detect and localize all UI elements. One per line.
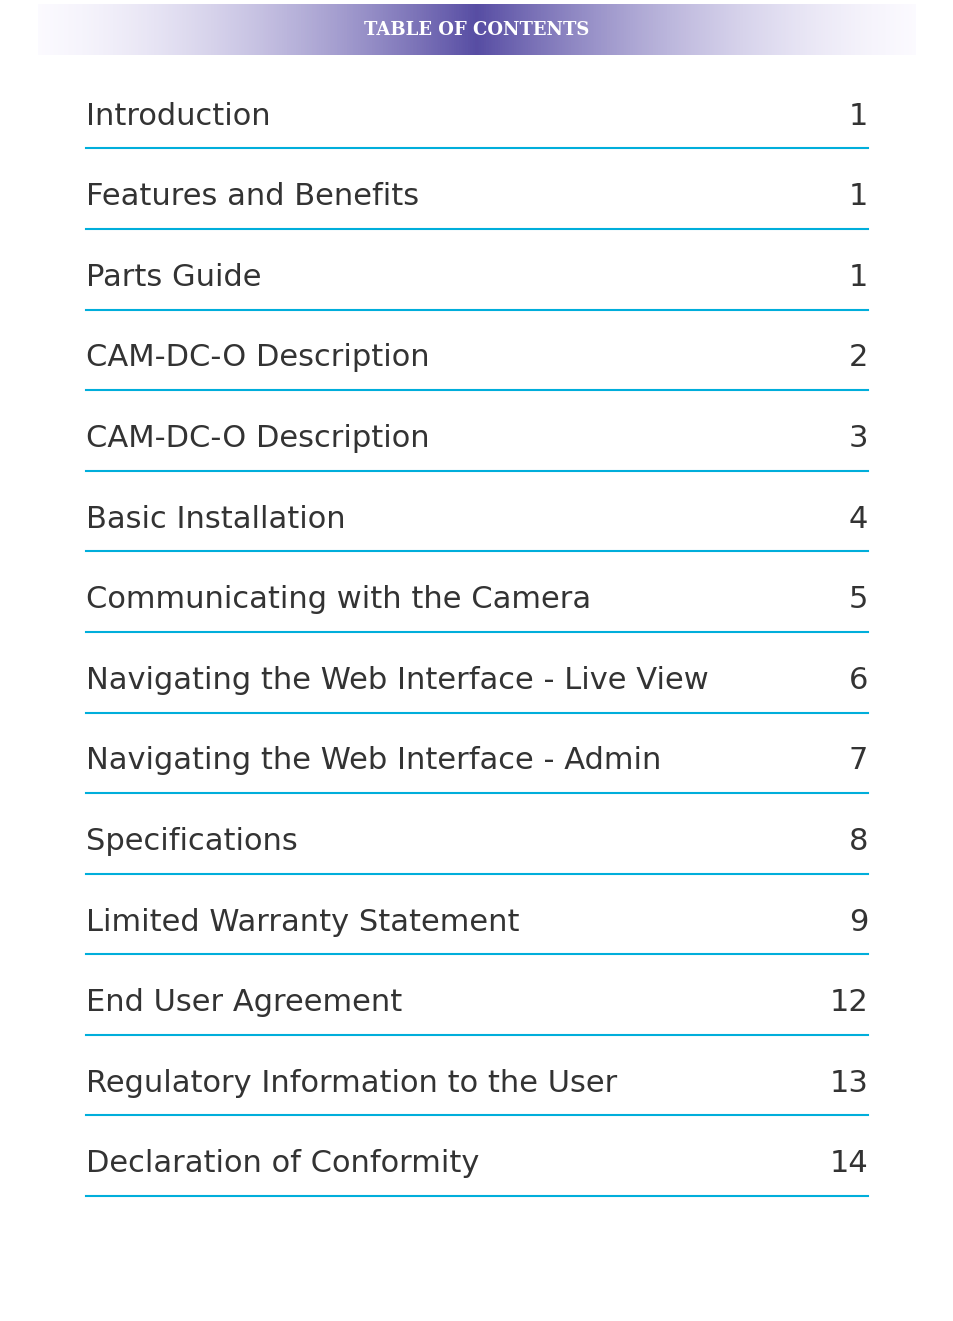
Text: 13: 13 bbox=[828, 1069, 867, 1098]
Text: CAM-DC-O Description: CAM-DC-O Description bbox=[86, 343, 429, 373]
Text: 8: 8 bbox=[848, 827, 867, 856]
Text: 4: 4 bbox=[848, 505, 867, 534]
Text: Navigating the Web Interface - Admin: Navigating the Web Interface - Admin bbox=[86, 746, 660, 775]
Text: Basic Installation: Basic Installation bbox=[86, 505, 345, 534]
Text: 6: 6 bbox=[848, 666, 867, 695]
Text: 2: 2 bbox=[848, 343, 867, 373]
Text: Navigating the Web Interface - Live View: Navigating the Web Interface - Live View bbox=[86, 666, 708, 695]
Text: 12: 12 bbox=[828, 988, 867, 1017]
Text: TABLE OF CONTENTS: TABLE OF CONTENTS bbox=[364, 21, 589, 40]
Text: End User Agreement: End User Agreement bbox=[86, 988, 401, 1017]
Text: 3: 3 bbox=[848, 424, 867, 453]
Text: Regulatory Information to the User: Regulatory Information to the User bbox=[86, 1069, 617, 1098]
Text: Declaration of Conformity: Declaration of Conformity bbox=[86, 1149, 478, 1178]
Text: Introduction: Introduction bbox=[86, 102, 271, 131]
Text: Limited Warranty Statement: Limited Warranty Statement bbox=[86, 908, 518, 937]
Text: 5: 5 bbox=[848, 585, 867, 614]
Text: Features and Benefits: Features and Benefits bbox=[86, 182, 418, 211]
Text: 7: 7 bbox=[848, 746, 867, 775]
Text: 9: 9 bbox=[848, 908, 867, 937]
Text: Communicating with the Camera: Communicating with the Camera bbox=[86, 585, 590, 614]
Text: 1: 1 bbox=[848, 102, 867, 131]
Text: 14: 14 bbox=[828, 1149, 867, 1178]
Text: Parts Guide: Parts Guide bbox=[86, 263, 261, 292]
Text: 1: 1 bbox=[848, 182, 867, 211]
Text: 1: 1 bbox=[848, 263, 867, 292]
Text: Specifications: Specifications bbox=[86, 827, 297, 856]
Text: CAM-DC-O Description: CAM-DC-O Description bbox=[86, 424, 429, 453]
